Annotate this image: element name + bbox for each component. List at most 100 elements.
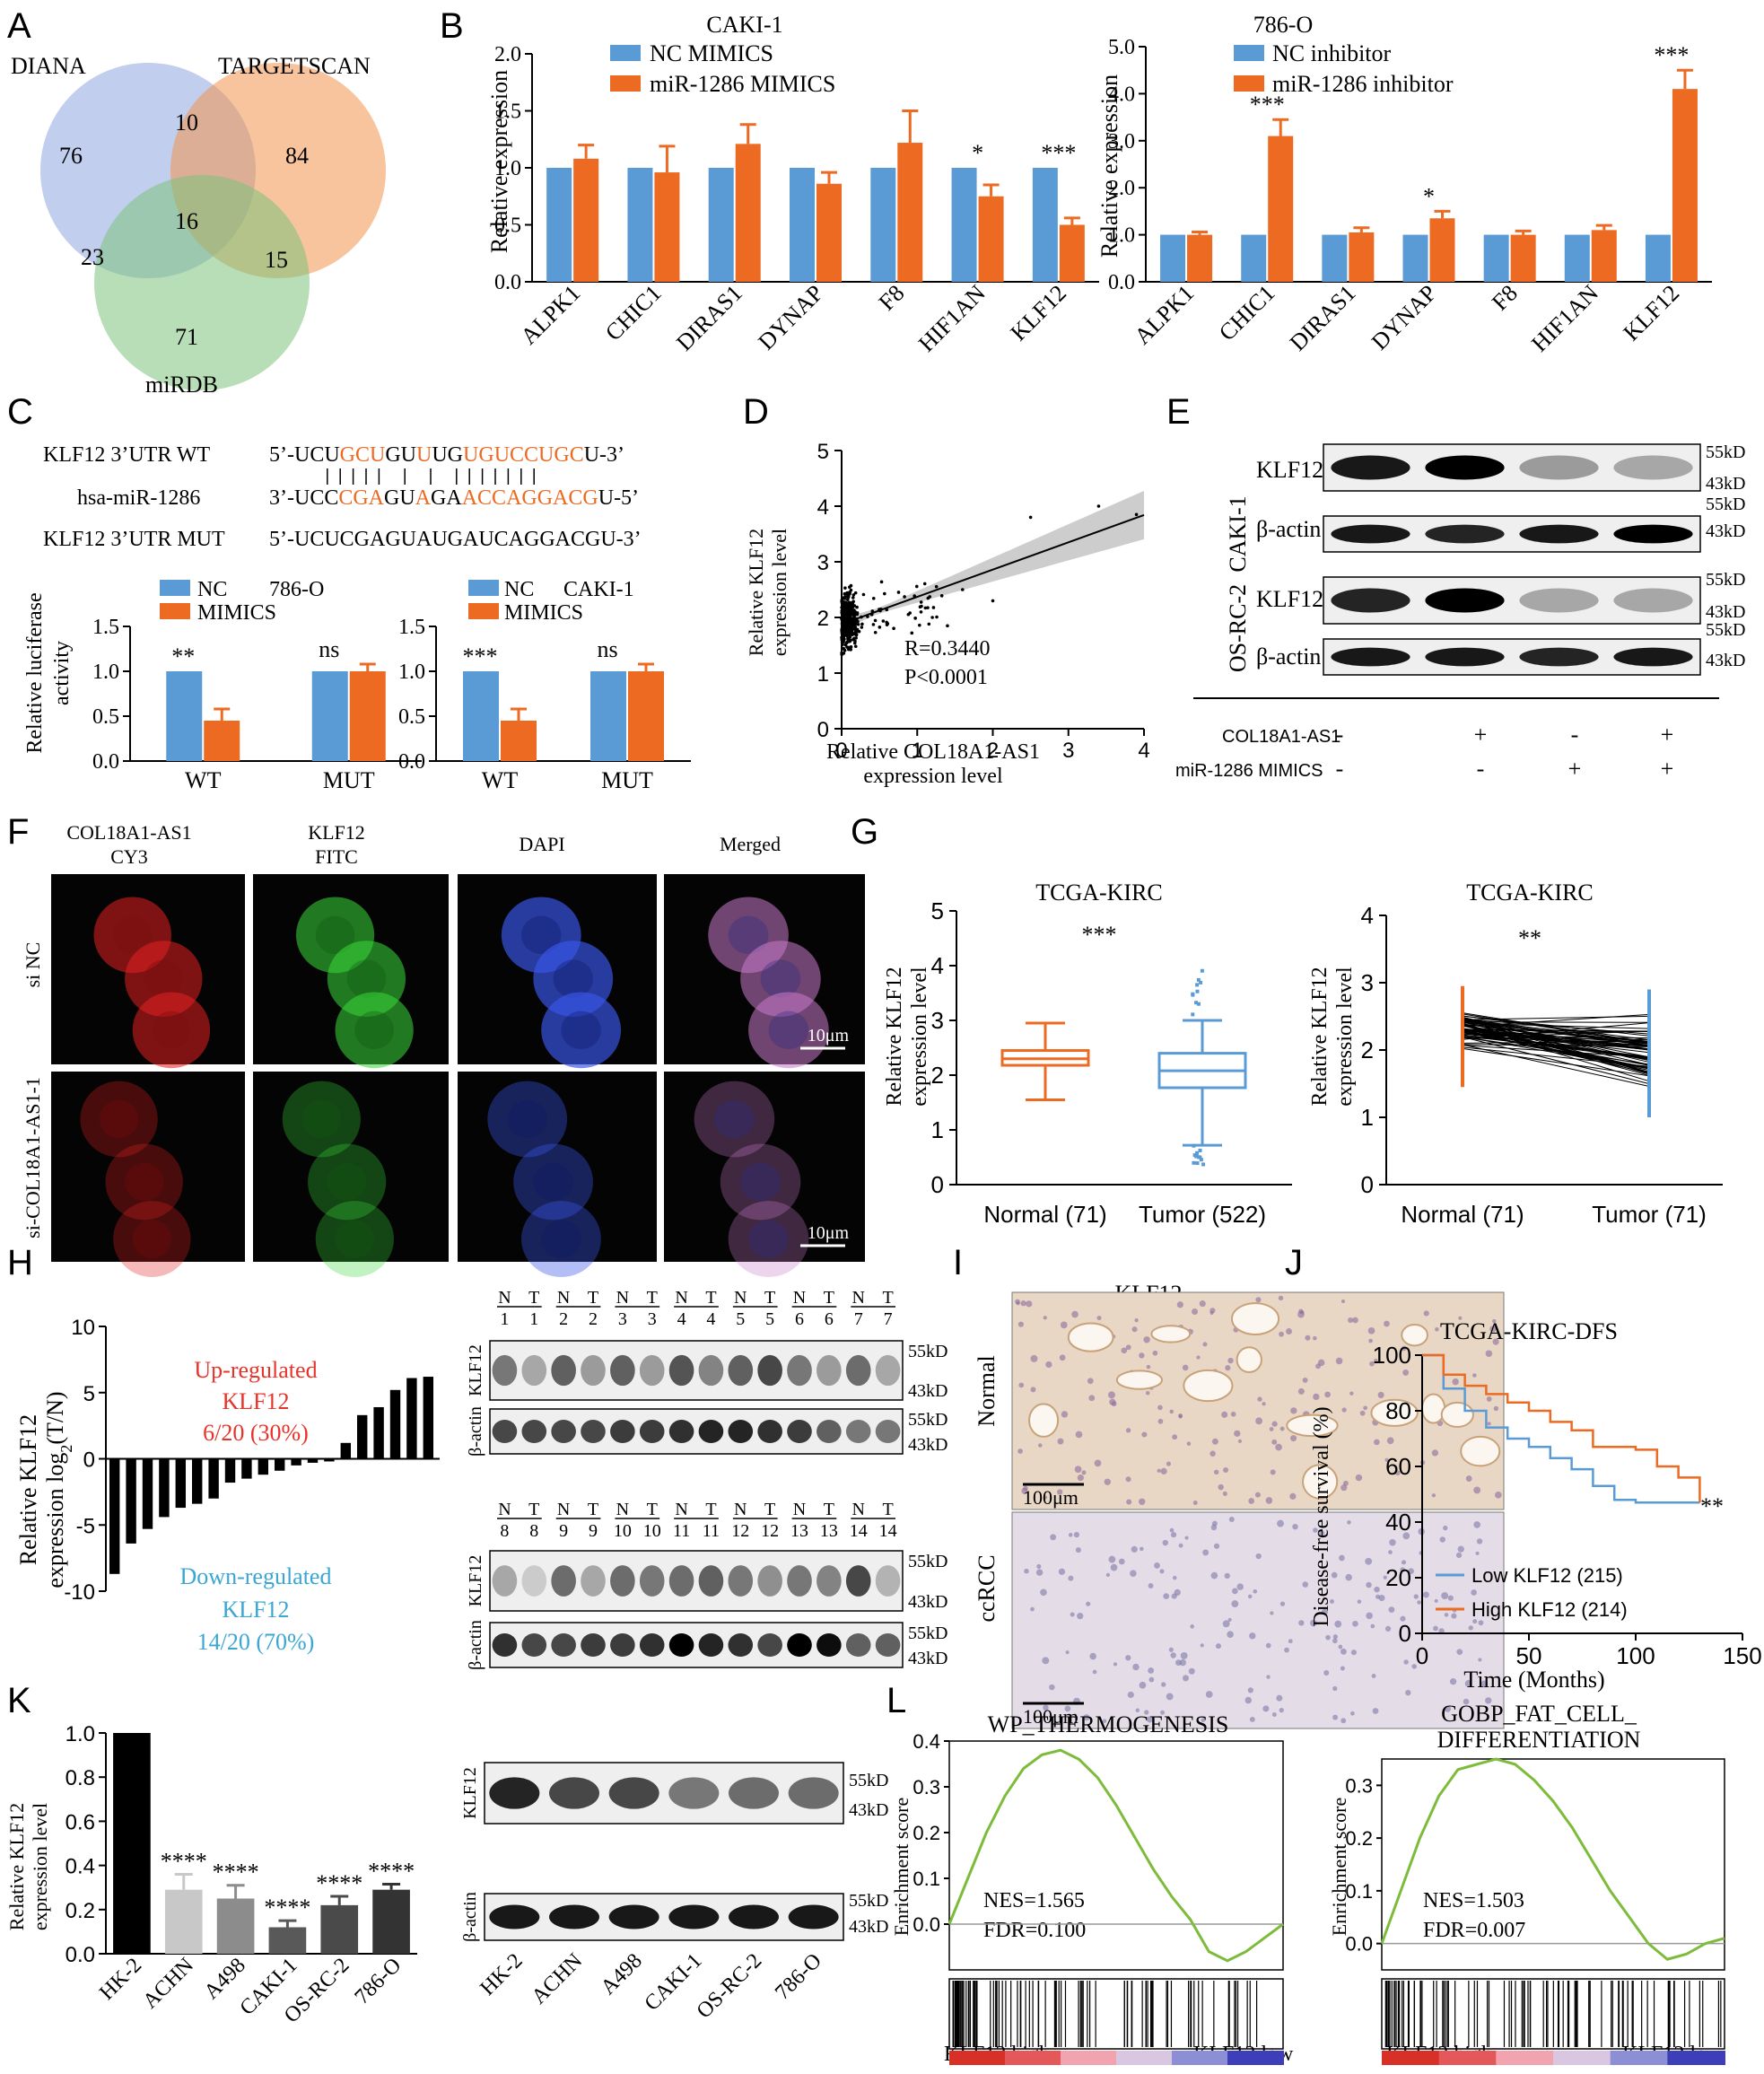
scale-bar-label: 100μm <box>1023 1705 1078 1728</box>
y-tick-label: 1.0 <box>398 661 425 684</box>
nucleus <box>1367 1327 1375 1335</box>
panel-f: F COL18A1-AS1 CY3 KLF12 FITC DAPI Merged… <box>7 812 865 1277</box>
seq-mirna: 3’-UCCCGAGUAGAACCAGGACGU-5’ <box>269 486 639 510</box>
nucleus <box>1492 1338 1499 1345</box>
nucleus <box>1125 1655 1131 1661</box>
bar <box>241 1458 252 1479</box>
outlier <box>1191 993 1195 997</box>
blot-h-klf12-band <box>581 1354 606 1387</box>
blot-h-actin-2-band <box>639 1633 665 1657</box>
chart-j-xlabel: Time (Months) <box>1463 1667 1604 1693</box>
legend-mimics: MIMICS <box>197 601 276 625</box>
nucleus <box>1305 1335 1311 1341</box>
y-tick-label: 0.0 <box>1345 1933 1373 1956</box>
nucleus <box>1030 1354 1038 1362</box>
blot-h-klf12-band <box>845 1354 871 1387</box>
blot-h-actin-band <box>698 1420 724 1443</box>
kd-marker: 55kD <box>849 1891 888 1911</box>
legend-mimics-right: MIMICS <box>504 601 583 625</box>
y-tick-label: 3 <box>931 1007 944 1034</box>
blot-h-actin-band <box>875 1420 901 1443</box>
lane-label: N <box>498 1500 511 1519</box>
panel-label-d: D <box>743 392 769 432</box>
nucleus <box>1313 1335 1317 1341</box>
nucleus <box>1166 1693 1174 1701</box>
scatter-point <box>885 620 888 625</box>
nucleus <box>1271 1712 1277 1717</box>
y-tick-label: 1 <box>817 662 829 687</box>
nucleus <box>1020 1300 1026 1307</box>
nucleus <box>1386 1437 1394 1445</box>
rank-gradient <box>1667 2051 1725 2065</box>
blot-h-klf12-band <box>521 1354 547 1387</box>
tubule <box>1460 1435 1501 1467</box>
y-tick-label: 4 <box>1361 902 1374 929</box>
cell-core <box>144 959 183 998</box>
blot-h-klf12-2-band <box>492 1565 518 1597</box>
nucleus <box>1043 1704 1049 1711</box>
tubule <box>1067 1322 1114 1352</box>
scatter-point <box>843 619 847 624</box>
tubule <box>1028 1403 1060 1438</box>
y-tick-label: -5 <box>76 1514 95 1538</box>
panel-j: J TCGA-KIRC-DFS Disease-free survival (%… <box>1285 1243 1762 1693</box>
bar <box>1032 168 1058 282</box>
nucleus <box>1266 1675 1271 1679</box>
nucleus <box>1213 1469 1219 1475</box>
y-tick-label: 3.0 <box>1108 130 1135 153</box>
nucleus <box>1270 1469 1276 1475</box>
chart-g-left-title: TCGA-KIRC <box>1035 879 1163 906</box>
nucleus <box>1135 1708 1140 1713</box>
nucleus <box>1265 1497 1273 1504</box>
scale-bar-label: 10μm <box>808 1026 850 1046</box>
nucleus <box>1478 1658 1482 1662</box>
regression-line <box>844 513 1145 624</box>
lane-label: T <box>824 1288 834 1308</box>
nucleus <box>1495 1492 1502 1499</box>
nucleus <box>1431 1493 1437 1498</box>
cell-core <box>740 1162 781 1202</box>
paired-line <box>1462 1025 1650 1050</box>
chart-c-right-title: CAKI-1 <box>563 578 634 601</box>
scatter-point <box>910 631 914 635</box>
confidence-band <box>845 490 1144 629</box>
scatter-point <box>851 612 856 617</box>
chart-c-left-title: 786-O <box>269 578 324 601</box>
nucleus <box>1209 1450 1216 1457</box>
tubule <box>1230 1302 1280 1335</box>
seq-label-wt: KLF12 3’UTR WT <box>43 443 211 467</box>
y-tick-label: 2 <box>931 1062 944 1089</box>
nucleus <box>1352 1317 1358 1324</box>
nucleus <box>1182 1364 1189 1371</box>
venn-count-targetscan-mirdb: 15 <box>265 247 288 273</box>
nucleus <box>1157 1418 1164 1424</box>
y-tick-label: 4 <box>931 952 944 979</box>
nucleus <box>1384 1625 1392 1632</box>
lane-number: 10 <box>643 1521 661 1541</box>
nucleus <box>1108 1391 1115 1399</box>
outlier <box>1196 1002 1201 1006</box>
scatter-point <box>935 615 939 619</box>
lane-label: T <box>588 1288 598 1308</box>
chart-d-xlabel-line1: Relative COL18A1-AS1 <box>826 740 1040 764</box>
tubule <box>1236 1346 1262 1373</box>
nucleus <box>1347 1520 1351 1525</box>
nucleus <box>1374 1439 1380 1446</box>
scatter-point <box>861 592 866 597</box>
bar <box>1268 136 1294 282</box>
nucleus <box>1213 1543 1220 1549</box>
nucleus <box>1340 1666 1345 1671</box>
blot-h-actin-2-band <box>875 1633 901 1657</box>
bar <box>501 721 537 761</box>
chart-h-ylabel-1: Relative KLF12 <box>15 1414 41 1565</box>
rank-gradient <box>1227 2051 1284 2065</box>
blot-h-actin-2-band <box>521 1633 547 1657</box>
nucleus <box>1349 1391 1354 1396</box>
rank-gradient <box>949 2051 1006 2065</box>
nucleus <box>1276 1694 1283 1702</box>
nucleus <box>1148 1667 1155 1674</box>
outlier <box>1198 1148 1202 1152</box>
legend-swatch-mimics <box>160 603 190 619</box>
nucleus <box>1125 1344 1131 1351</box>
blot-h-klf12-2-band <box>551 1565 576 1597</box>
